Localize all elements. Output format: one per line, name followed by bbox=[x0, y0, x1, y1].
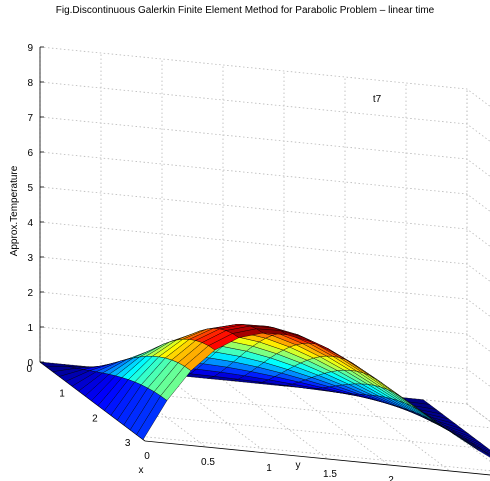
z-tick-label: 6 bbox=[27, 148, 33, 159]
gridline-z bbox=[39, 151, 490, 212]
x-tick-label: 0 bbox=[26, 364, 32, 375]
time-annotation: t7 bbox=[373, 94, 382, 105]
gridline-z bbox=[39, 116, 490, 177]
gridline-z bbox=[39, 46, 490, 107]
z-tick-label: 4 bbox=[27, 218, 33, 229]
gridline-z bbox=[39, 81, 490, 142]
x-tick-label: 2 bbox=[92, 413, 98, 424]
z-tick-label: 1 bbox=[27, 323, 33, 334]
y-tick-label: 0 bbox=[144, 451, 150, 462]
z-tick-label: 7 bbox=[27, 113, 33, 124]
z-tick-label: 9 bbox=[27, 43, 33, 54]
z-tick-label: 5 bbox=[27, 183, 33, 194]
gridline-z bbox=[39, 326, 490, 387]
gridline-z bbox=[39, 291, 490, 352]
chart-title: Fig.Discontinuous Galerkin Finite Elemen… bbox=[56, 5, 435, 16]
surface-patch bbox=[136, 395, 168, 440]
z-tick-label: 8 bbox=[27, 78, 33, 89]
y-tick-label: 1 bbox=[266, 463, 272, 474]
y-axis-label: y bbox=[296, 460, 301, 471]
y-tick-label: 2 bbox=[388, 475, 394, 481]
z-tick-label: 3 bbox=[27, 253, 33, 264]
gridline-x-floor bbox=[138, 435, 490, 472]
surface-mesh bbox=[39, 324, 490, 458]
y-tick-label: 0.5 bbox=[201, 457, 215, 468]
gridline-y-floor bbox=[222, 379, 329, 460]
y-tick-label: 1.5 bbox=[323, 469, 337, 480]
z-axis-label: Approx.Temperature bbox=[9, 165, 20, 256]
gridline-z bbox=[39, 221, 490, 282]
y-axis-line bbox=[144, 440, 490, 476]
x-tick-label: 1 bbox=[59, 389, 65, 400]
gridline-z bbox=[39, 186, 490, 247]
x-tick-label: 3 bbox=[125, 438, 131, 449]
z-tick-label: 2 bbox=[27, 288, 33, 299]
x-axis-label: x bbox=[139, 465, 144, 476]
z-tick-label: 0 bbox=[27, 358, 33, 369]
